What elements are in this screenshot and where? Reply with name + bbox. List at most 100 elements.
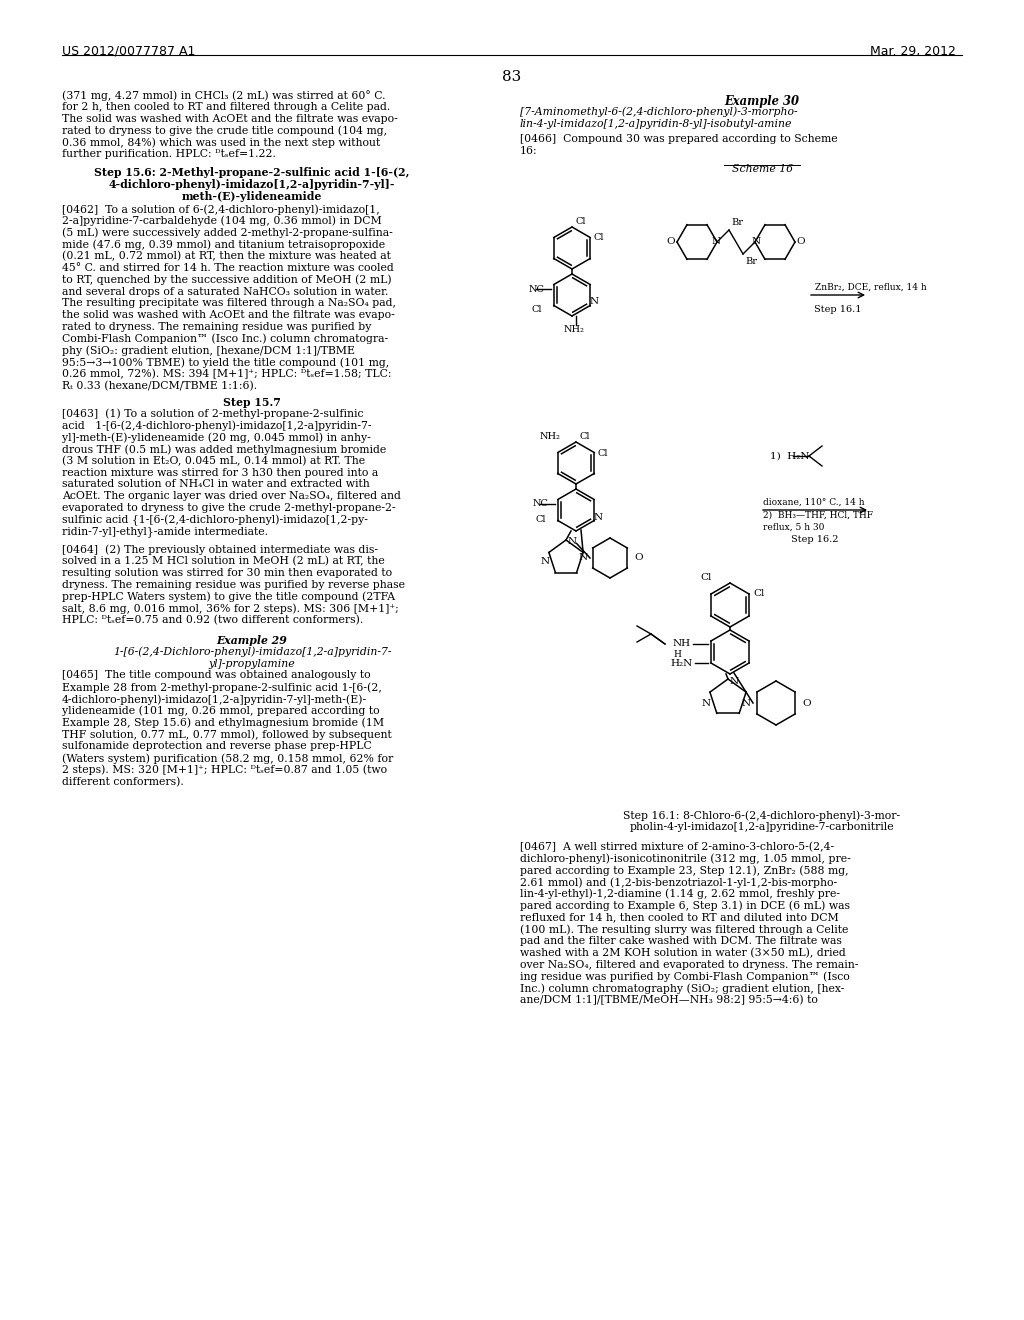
Text: N: N (568, 537, 578, 546)
Text: pared according to Example 6, Step 3.1) in DCE (6 mL) was: pared according to Example 6, Step 3.1) … (520, 900, 850, 911)
Text: Cl: Cl (531, 305, 542, 314)
Text: Example 29: Example 29 (216, 635, 288, 645)
Text: The solid was washed with AcOEt and the filtrate was evapo-: The solid was washed with AcOEt and the … (62, 114, 397, 124)
Text: dioxane, 110° C., 14 h: dioxane, 110° C., 14 h (763, 498, 864, 507)
Text: Rₜ 0.33 (hexane/DCM/TBME 1:1:6).: Rₜ 0.33 (hexane/DCM/TBME 1:1:6). (62, 381, 257, 391)
Text: US 2012/0077787 A1: US 2012/0077787 A1 (62, 45, 196, 58)
Text: N: N (712, 238, 721, 247)
Text: O: O (667, 238, 675, 247)
Text: H₂N: H₂N (671, 660, 693, 668)
Text: rated to dryness to give the crude title compound (104 mg,: rated to dryness to give the crude title… (62, 125, 387, 136)
Text: yl]-meth-(E)-ylideneamide (20 mg, 0.045 mmol) in anhy-: yl]-meth-(E)-ylideneamide (20 mg, 0.045 … (62, 432, 371, 442)
Text: HPLC: ᴰtₛef=0.75 and 0.92 (two different conformers).: HPLC: ᴰtₛef=0.75 and 0.92 (two different… (62, 615, 364, 626)
Text: 95:5→3→100% TBME) to yield the title compound (101 mg,: 95:5→3→100% TBME) to yield the title com… (62, 358, 389, 368)
Text: ZnBr₂, DCE, reflux, 14 h: ZnBr₂, DCE, reflux, 14 h (815, 282, 927, 292)
Text: AcOEt. The organic layer was dried over Na₂SO₄, filtered and: AcOEt. The organic layer was dried over … (62, 491, 400, 502)
Text: sulfonamide deprotection and reverse phase prep-HPLC: sulfonamide deprotection and reverse pha… (62, 742, 372, 751)
Text: (0.21 mL, 0.72 mmol) at RT, then the mixture was heated at: (0.21 mL, 0.72 mmol) at RT, then the mix… (62, 251, 391, 261)
Text: Step 15.6: 2-Methyl-propane-2-sulfinic acid 1-[6-(2,: Step 15.6: 2-Methyl-propane-2-sulfinic a… (94, 168, 410, 178)
Text: 2-a]pyridine-7-carbaldehyde (104 mg, 0.36 mmol) in DCM: 2-a]pyridine-7-carbaldehyde (104 mg, 0.3… (62, 215, 382, 226)
Text: acid   1-[6-(2,4-dichloro-phenyl)-imidazo[1,2-a]pyridin-7-: acid 1-[6-(2,4-dichloro-phenyl)-imidazo[… (62, 420, 372, 430)
Text: 1)  H₂N: 1) H₂N (770, 451, 810, 461)
Text: Step 16.1: 8-Chloro-6-(2,4-dichloro-phenyl)-3-mor-: Step 16.1: 8-Chloro-6-(2,4-dichloro-phen… (624, 810, 900, 821)
Text: N: N (752, 238, 761, 247)
Text: Mar. 29, 2012: Mar. 29, 2012 (870, 45, 955, 58)
Text: N: N (579, 553, 588, 562)
Text: ane/DCM 1:1]/[TBME/MeOH—NH₃ 98:2] 95:5→4:6) to: ane/DCM 1:1]/[TBME/MeOH—NH₃ 98:2] 95:5→4… (520, 995, 818, 1006)
Text: 45° C. and stirred for 14 h. The reaction mixture was cooled: 45° C. and stirred for 14 h. The reactio… (62, 263, 394, 273)
Text: lin-4-yl-imidazo[1,2-a]pyridin-8-yl]-isobutyl-amine: lin-4-yl-imidazo[1,2-a]pyridin-8-yl]-iso… (520, 119, 793, 128)
Text: Cl: Cl (535, 516, 546, 524)
Text: sulfinic acid {1-[6-(2,4-dichloro-phenyl)-imidazo[1,2-py-: sulfinic acid {1-[6-(2,4-dichloro-phenyl… (62, 515, 368, 527)
Text: prep-HPLC Waters system) to give the title compound (2TFA: prep-HPLC Waters system) to give the tit… (62, 591, 395, 602)
Text: reaction mixture was stirred for 3 h30 then poured into a: reaction mixture was stirred for 3 h30 t… (62, 467, 378, 478)
Text: 16:: 16: (520, 147, 538, 156)
Text: Inc.) column chromatography (SiO₂; gradient elution, [hex-: Inc.) column chromatography (SiO₂; gradi… (520, 983, 845, 994)
Text: Scheme 16: Scheme 16 (731, 164, 793, 174)
Text: saturated solution of NH₄Cl in water and extracted with: saturated solution of NH₄Cl in water and… (62, 479, 370, 490)
Text: ridin-7-yl]-ethyl}-amide intermediate.: ridin-7-yl]-ethyl}-amide intermediate. (62, 527, 268, 537)
Text: 0.26 mmol, 72%). MS: 394 [M+1]⁺; HPLC: ᴰtₛef=1.58; TLC:: 0.26 mmol, 72%). MS: 394 [M+1]⁺; HPLC: ᴰ… (62, 370, 391, 380)
Text: [0463]  (1) To a solution of 2-methyl-propane-2-sulfinic: [0463] (1) To a solution of 2-methyl-pro… (62, 409, 364, 420)
Text: pholin-4-yl-imidazo[1,2-a]pyridine-7-carbonitrile: pholin-4-yl-imidazo[1,2-a]pyridine-7-car… (630, 822, 894, 832)
Text: [7-Aminomethyl-6-(2,4-dichloro-phenyl)-3-morpho-: [7-Aminomethyl-6-(2,4-dichloro-phenyl)-3… (520, 107, 798, 117)
Text: 1-[6-(2,4-Dichloro-phenyl)-imidazo[1,2-a]pyridin-7-: 1-[6-(2,4-Dichloro-phenyl)-imidazo[1,2-a… (113, 647, 391, 657)
Text: and several drops of a saturated NaHCO₃ solution in water.: and several drops of a saturated NaHCO₃ … (62, 286, 388, 297)
Text: NH₂: NH₂ (539, 432, 560, 441)
Text: 2)  BH₃—THF, HCl, THF: 2) BH₃—THF, HCl, THF (763, 511, 873, 520)
Text: NH: NH (673, 639, 691, 648)
Text: N: N (730, 677, 739, 686)
Text: drous THF (0.5 mL) was added methylmagnesium bromide: drous THF (0.5 mL) was added methylmagne… (62, 444, 386, 454)
Text: solved in a 1.25 M HCl solution in MeOH (2 mL) at RT, the: solved in a 1.25 M HCl solution in MeOH … (62, 556, 385, 566)
Text: Br: Br (745, 257, 757, 267)
Text: the solid was washed with AcOEt and the filtrate was evapo-: the solid was washed with AcOEt and the … (62, 310, 394, 321)
Text: [0465]  The title compound was obtained analogously to: [0465] The title compound was obtained a… (62, 671, 371, 680)
Text: ylideneamide (101 mg, 0.26 mmol, prepared according to: ylideneamide (101 mg, 0.26 mmol, prepare… (62, 706, 380, 717)
Text: lin-4-yl-ethyl)-1,2-diamine (1.14 g, 2.62 mmol, freshly pre-: lin-4-yl-ethyl)-1,2-diamine (1.14 g, 2.6… (520, 888, 840, 899)
Text: (Waters system) purification (58.2 mg, 0.158 mmol, 62% for: (Waters system) purification (58.2 mg, 0… (62, 752, 393, 763)
Text: [0462]  To a solution of 6-(2,4-dichloro-phenyl)-imidazo[1,: [0462] To a solution of 6-(2,4-dichloro-… (62, 205, 380, 215)
Text: different conformers).: different conformers). (62, 776, 183, 787)
Text: NC: NC (534, 499, 549, 508)
Text: O: O (796, 238, 805, 247)
Text: N: N (594, 512, 603, 521)
Text: Step 16.1: Step 16.1 (814, 305, 862, 314)
Text: Example 28, Step 15.6) and ethylmagnesium bromide (1M: Example 28, Step 15.6) and ethylmagnesiu… (62, 718, 384, 729)
Text: Step 15.7: Step 15.7 (223, 397, 281, 408)
Text: (371 mg, 4.27 mmol) in CHCl₃ (2 mL) was stirred at 60° C.: (371 mg, 4.27 mmol) in CHCl₃ (2 mL) was … (62, 90, 385, 100)
Text: O: O (802, 698, 811, 708)
Text: NC: NC (529, 285, 545, 293)
Text: NH₂: NH₂ (564, 325, 585, 334)
Text: rated to dryness. The remaining residue was purified by: rated to dryness. The remaining residue … (62, 322, 372, 333)
Text: 0.36 mmol, 84%) which was used in the next step without: 0.36 mmol, 84%) which was used in the ne… (62, 137, 380, 148)
Text: meth-(E)-ylideneamide: meth-(E)-ylideneamide (182, 190, 323, 202)
Text: Cl: Cl (598, 449, 608, 458)
Text: dryness. The remaining residue was purified by reverse phase: dryness. The remaining residue was purif… (62, 579, 406, 590)
Text: mide (47.6 mg, 0.39 mmol) and titanium tetraisopropoxide: mide (47.6 mg, 0.39 mmol) and titanium t… (62, 239, 385, 249)
Text: washed with a 2M KOH solution in water (3×50 mL), dried: washed with a 2M KOH solution in water (… (520, 948, 846, 958)
Text: further purification. HPLC: ᴰtₛef=1.22.: further purification. HPLC: ᴰtₛef=1.22. (62, 149, 275, 158)
Text: 2 steps). MS: 320 [M+1]⁺; HPLC: ᴰtₛef=0.87 and 1.05 (two: 2 steps). MS: 320 [M+1]⁺; HPLC: ᴰtₛef=0.… (62, 764, 387, 775)
Text: ing residue was purified by Combi-Flash Companion™ (Isco: ing residue was purified by Combi-Flash … (520, 972, 850, 982)
Text: Cl: Cl (753, 590, 764, 598)
Text: Cl: Cl (700, 573, 712, 582)
Text: [0466]  Compound 30 was prepared according to Scheme: [0466] Compound 30 was prepared accordin… (520, 135, 838, 144)
Text: N: N (590, 297, 599, 306)
Text: (100 mL). The resulting slurry was filtered through a Celite: (100 mL). The resulting slurry was filte… (520, 924, 848, 935)
Text: O: O (634, 553, 643, 562)
Text: 2.61 mmol) and (1,2-bis-benzotriazol-1-yl-1,2-bis-morpho-: 2.61 mmol) and (1,2-bis-benzotriazol-1-y… (520, 876, 838, 887)
Text: evaporated to dryness to give the crude 2-methyl-propane-2-: evaporated to dryness to give the crude … (62, 503, 395, 513)
Text: pared according to Example 23, Step 12.1), ZnBr₂ (588 mg,: pared according to Example 23, Step 12.1… (520, 865, 849, 875)
Text: N: N (541, 557, 550, 566)
Text: Cl: Cl (579, 432, 590, 441)
Text: yl]-propylamine: yl]-propylamine (209, 659, 295, 669)
Text: salt, 8.6 mg, 0.016 mmol, 36% for 2 steps). MS: 306 [M+1]⁺;: salt, 8.6 mg, 0.016 mmol, 36% for 2 step… (62, 603, 398, 614)
Text: [0464]  (2) The previously obtained intermediate was dis-: [0464] (2) The previously obtained inter… (62, 544, 378, 554)
Text: 83: 83 (503, 70, 521, 84)
Text: Example 28 from 2-methyl-propane-2-sulfinic acid 1-[6-(2,: Example 28 from 2-methyl-propane-2-sulfi… (62, 682, 382, 693)
Text: dichloro-phenyl)-isonicotinonitrile (312 mg, 1.05 mmol, pre-: dichloro-phenyl)-isonicotinonitrile (312… (520, 854, 851, 865)
Text: 4-dichloro-phenyl)-imidazo[1,2-a]pyridin-7-yl]-: 4-dichloro-phenyl)-imidazo[1,2-a]pyridin… (109, 178, 395, 190)
Text: Cl: Cl (575, 216, 586, 226)
Text: to RT, quenched by the successive addition of MeOH (2 mL): to RT, quenched by the successive additi… (62, 275, 391, 285)
Text: 4-dichloro-phenyl)-imidazo[1,2-a]pyridin-7-yl]-meth-(E)-: 4-dichloro-phenyl)-imidazo[1,2-a]pyridin… (62, 694, 368, 705)
